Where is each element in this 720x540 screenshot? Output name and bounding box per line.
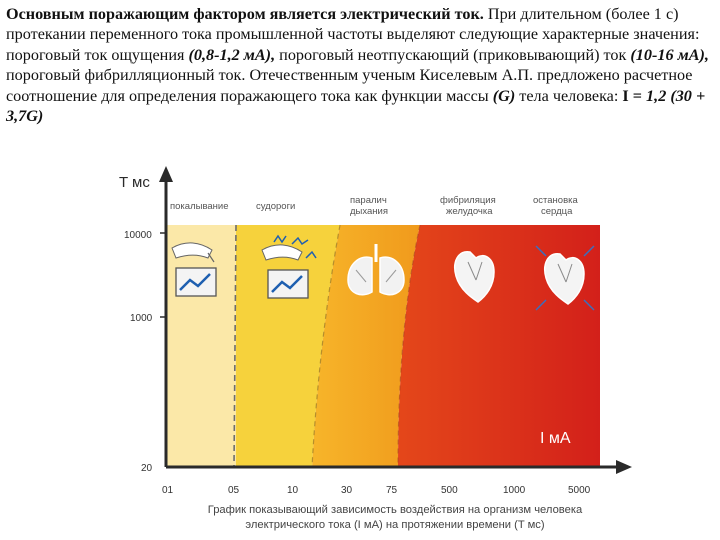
y-axis-label: T мс <box>119 174 150 191</box>
y-tick-label: 1000 <box>130 313 153 324</box>
boundary-tingling <box>233 224 237 468</box>
zone-label-tingling: покалывание <box>170 201 229 212</box>
threshold-letgo-value: (10-16 мА), <box>630 45 709 64</box>
x-tick-label: 500 <box>441 485 458 496</box>
zone-tingling <box>166 225 236 467</box>
x-tick-label: 05 <box>228 485 240 496</box>
boundary-convulsions <box>311 224 341 468</box>
y-tick-label: 20 <box>141 463 153 474</box>
intro-text-2: пороговый неотпускающий (приковывающий) … <box>275 45 631 64</box>
zone-label-arrest-2: сердца <box>541 206 573 217</box>
lungs-icon <box>347 244 405 296</box>
zone-convulsions <box>236 225 340 467</box>
heart-fibrillation-icon <box>454 251 495 303</box>
zone-label-paralysis-2: дыхания <box>350 206 388 217</box>
x-axis-label: I мА <box>540 430 571 447</box>
zone-label-convulsions: судороги <box>256 201 295 212</box>
y-axis-arrow <box>159 166 173 182</box>
x-tick-label: 5000 <box>568 485 591 496</box>
formula-rhs: 1,2 (30 + 3,7G) <box>6 86 706 126</box>
mass-symbol: (G) <box>492 86 516 105</box>
heart-arrest-icon <box>535 245 595 311</box>
x-tick-label: 01 <box>162 485 174 496</box>
x-axis-arrow <box>616 460 632 474</box>
intro-bold-lead: Основным поражающим фактором является эл… <box>6 5 484 23</box>
x-tick-label: 30 <box>341 485 353 496</box>
zone-label-arrest-1: остановка <box>533 195 579 206</box>
hand-touch-icon <box>171 242 217 297</box>
zone-label-fibrillation-1: фибриляция <box>440 195 496 206</box>
x-tick-label: 1000 <box>503 485 526 496</box>
x-tick-label: 10 <box>287 485 299 496</box>
intro-text-3: пороговый фибрилляционный ток. Отечестве… <box>6 66 693 105</box>
chart-caption-line1: График показывающий зависимость воздейст… <box>208 504 583 516</box>
formula-lhs: I = <box>622 86 642 105</box>
y-tick-label: 10000 <box>124 230 152 241</box>
intro-paragraph: Основным поражающим фактором является эл… <box>6 4 714 126</box>
x-tick-label: 75 <box>386 485 398 496</box>
intro-text-1: При длительном (более 1 с) протекании пе… <box>6 5 700 64</box>
zone-label-fibrillation-2: желудочка <box>446 206 493 217</box>
intro-text-4: тела человека: <box>515 86 623 105</box>
hand-shock-icon <box>261 234 317 299</box>
chart-caption-line2: электрического тока (I мА) на протяжении… <box>245 519 545 531</box>
threshold-sensation-value: (0,8-1,2 мА), <box>188 45 276 64</box>
boundary-paralysis <box>397 224 421 468</box>
zone-label-paralysis-1: паралич <box>350 195 387 206</box>
